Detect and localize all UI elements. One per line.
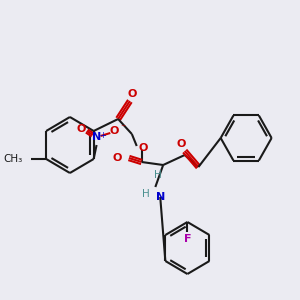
Text: O: O bbox=[127, 89, 136, 99]
Text: ⁻: ⁻ bbox=[121, 123, 126, 133]
Text: H: H bbox=[154, 170, 162, 180]
Text: +: + bbox=[99, 131, 106, 140]
Text: O: O bbox=[176, 139, 185, 149]
Text: CH₃: CH₃ bbox=[3, 154, 23, 164]
Text: N: N bbox=[156, 192, 165, 202]
Text: F: F bbox=[184, 234, 191, 244]
Text: O: O bbox=[76, 124, 86, 134]
Text: O: O bbox=[139, 143, 148, 153]
Text: H: H bbox=[142, 189, 149, 199]
Text: O: O bbox=[110, 126, 119, 136]
Text: N: N bbox=[92, 132, 101, 142]
Text: O: O bbox=[112, 153, 122, 163]
